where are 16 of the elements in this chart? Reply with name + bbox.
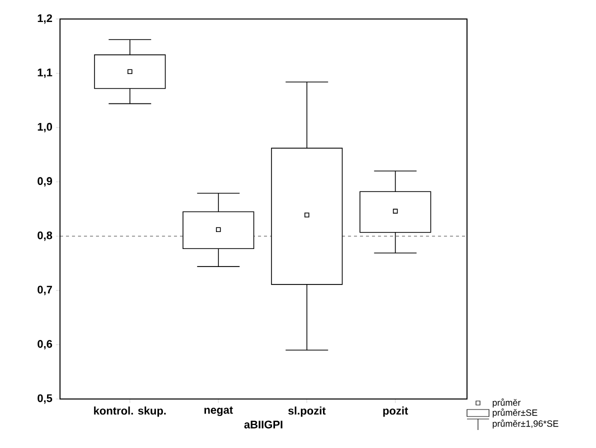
text: průměr±1,96*SE — [492, 419, 558, 429]
y-tick-label: 1,1 — [38, 68, 52, 78]
text: průměr — [492, 398, 521, 408]
y-tick-label: 0,6 — [38, 340, 52, 350]
y-tick-label: 0,7 — [38, 286, 52, 296]
y-tick-label: 0,8 — [38, 231, 52, 241]
x-tick-label: kontrol. skup. — [94, 406, 166, 417]
x-tick-label: negat — [204, 406, 233, 416]
x-axis-title: aBIIGPI — [244, 420, 282, 428]
x-tick-label: sl.pozit — [288, 406, 326, 417]
text: průměr±SE — [492, 408, 538, 418]
y-tick-label: 0,5 — [38, 394, 52, 404]
y-tick-label: 0,9 — [38, 177, 52, 187]
x-tick-label: pozit — [383, 406, 408, 417]
y-tick-label: 1,2 — [38, 14, 52, 24]
y-tick-label: 1,0 — [38, 122, 52, 132]
